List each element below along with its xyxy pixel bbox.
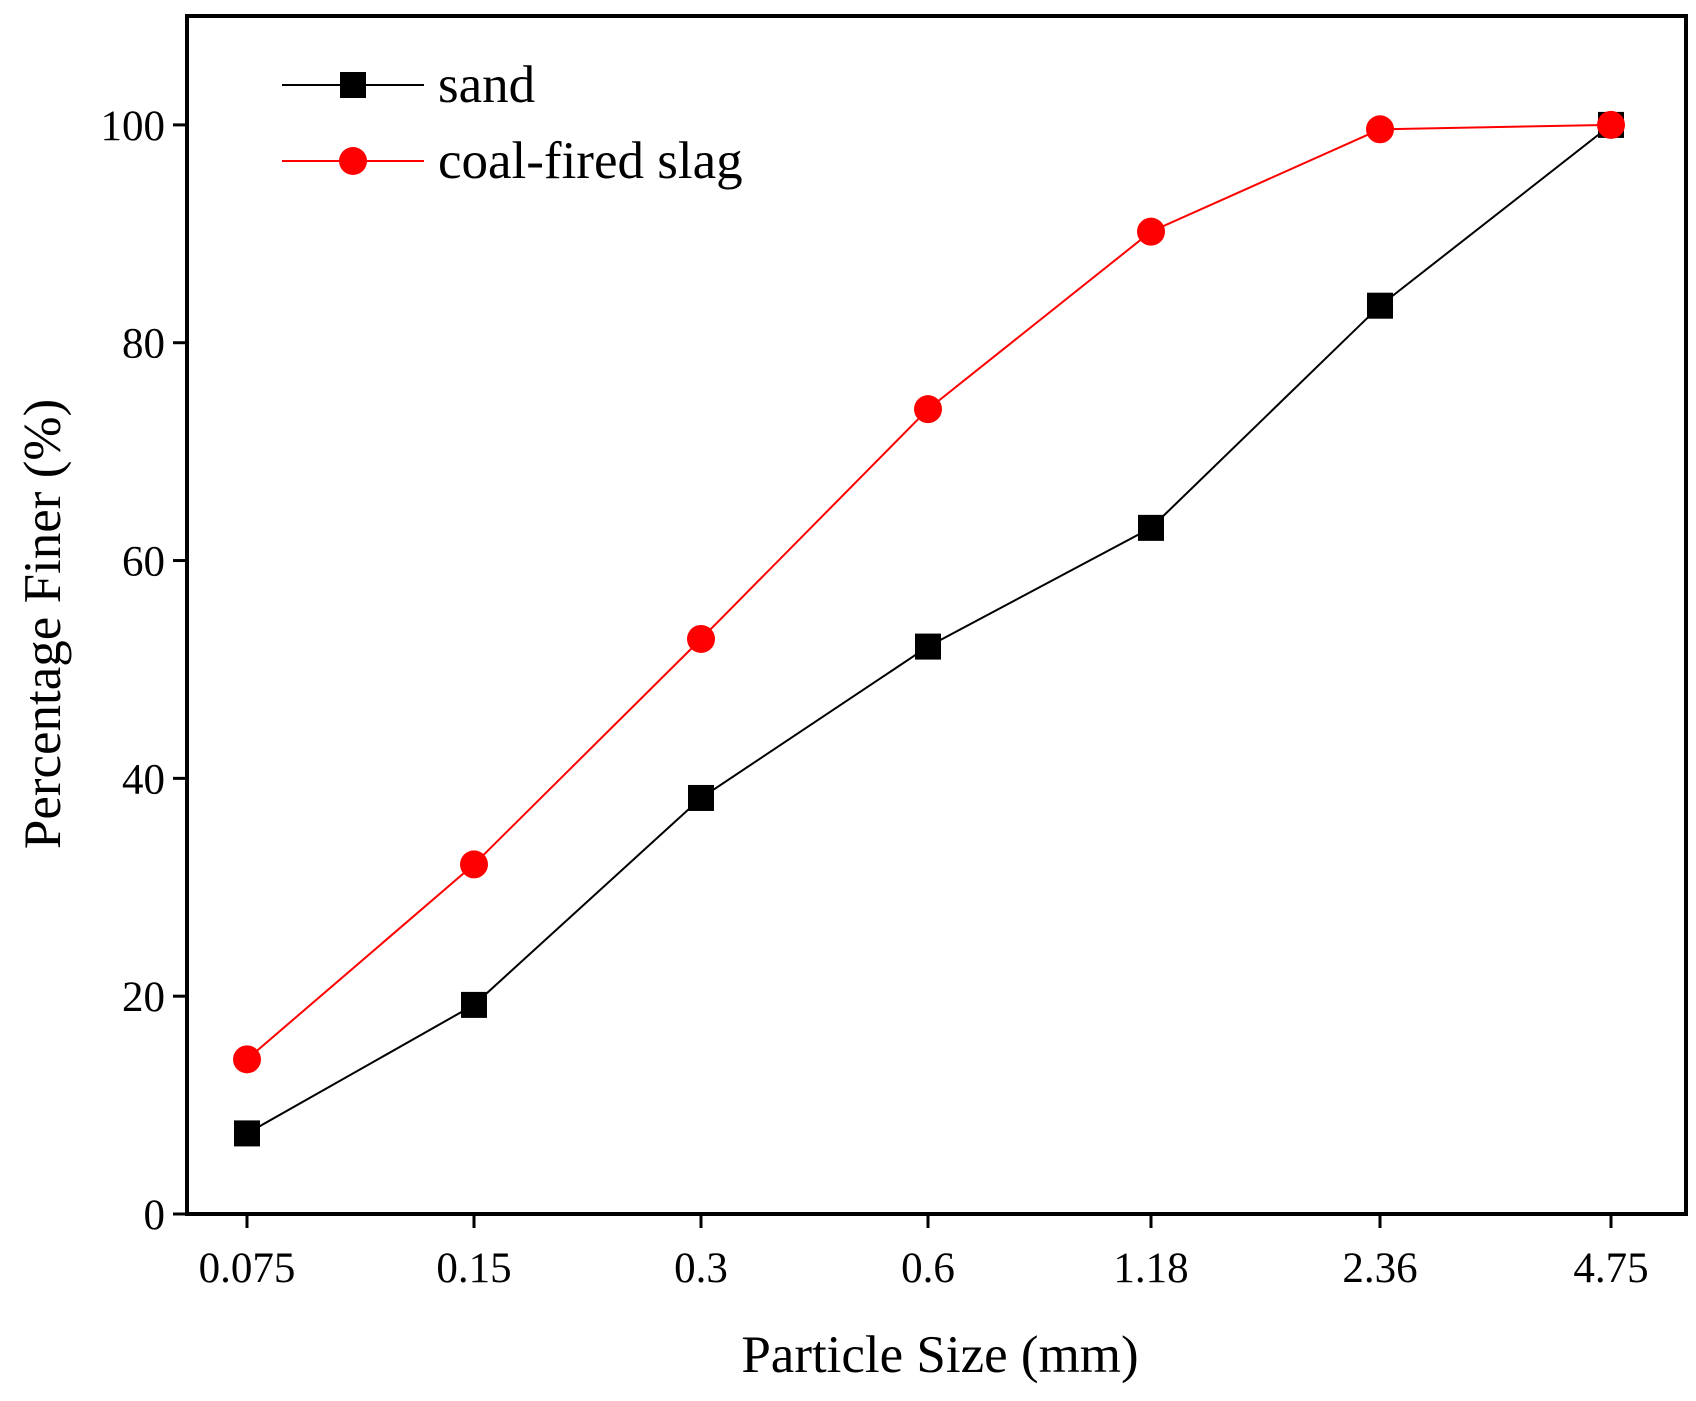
data-point-sand	[688, 784, 714, 811]
y-tick-label: 20	[122, 974, 165, 1021]
legend-label-coal-fired-slag: coal-fired slag	[438, 132, 743, 190]
data-point-coal-fired-slag	[460, 850, 488, 879]
data-point-coal-fired-slag	[1137, 217, 1165, 246]
data-point-coal-fired-slag	[687, 624, 715, 653]
y-tick-label: 40	[122, 756, 165, 803]
data-point-coal-fired-slag	[233, 1045, 261, 1074]
legend-marker-coal-fired-slag	[339, 147, 367, 175]
legend-label-sand: sand	[438, 56, 535, 114]
x-axis-ticks: 0.075 0.15 0.3 0.6 1.18 2.36 4.75	[199, 1214, 1649, 1292]
data-point-sand	[461, 991, 487, 1018]
plot-frame	[185, 14, 1688, 1216]
y-tick-label: 60	[122, 539, 165, 586]
x-tick-label: 0.3	[674, 1245, 728, 1292]
data-point-sand	[1367, 292, 1393, 319]
y-tick-label: 0	[144, 1192, 166, 1239]
data-point-sand	[1138, 514, 1164, 541]
data-point-coal-fired-slag	[1597, 110, 1625, 139]
data-point-coal-fired-slag	[1366, 115, 1394, 144]
x-tick-label: 1.18	[1113, 1245, 1188, 1292]
y-tick-label: 80	[122, 321, 165, 368]
data-point-sand	[234, 1120, 260, 1147]
x-tick-label: 0.6	[901, 1245, 955, 1292]
legend-marker-sand	[340, 72, 366, 98]
legend: sand coal-fired slag	[282, 56, 743, 190]
x-tick-label: 0.075	[199, 1245, 296, 1292]
x-tick-label: 4.75	[1573, 1245, 1648, 1292]
y-axis-title: Percentage Finer (%)	[14, 399, 72, 849]
x-tick-label: 2.36	[1342, 1245, 1417, 1292]
x-tick-label: 0.15	[436, 1245, 511, 1292]
data-point-sand	[915, 633, 941, 660]
plot-markers	[233, 110, 1625, 1147]
y-axis-ticks: 0 20 40 60 80 100	[101, 103, 187, 1239]
data-point-coal-fired-slag	[914, 395, 942, 424]
y-tick-label: 100	[101, 103, 166, 150]
x-axis-title: Particle Size (mm)	[741, 1326, 1138, 1384]
